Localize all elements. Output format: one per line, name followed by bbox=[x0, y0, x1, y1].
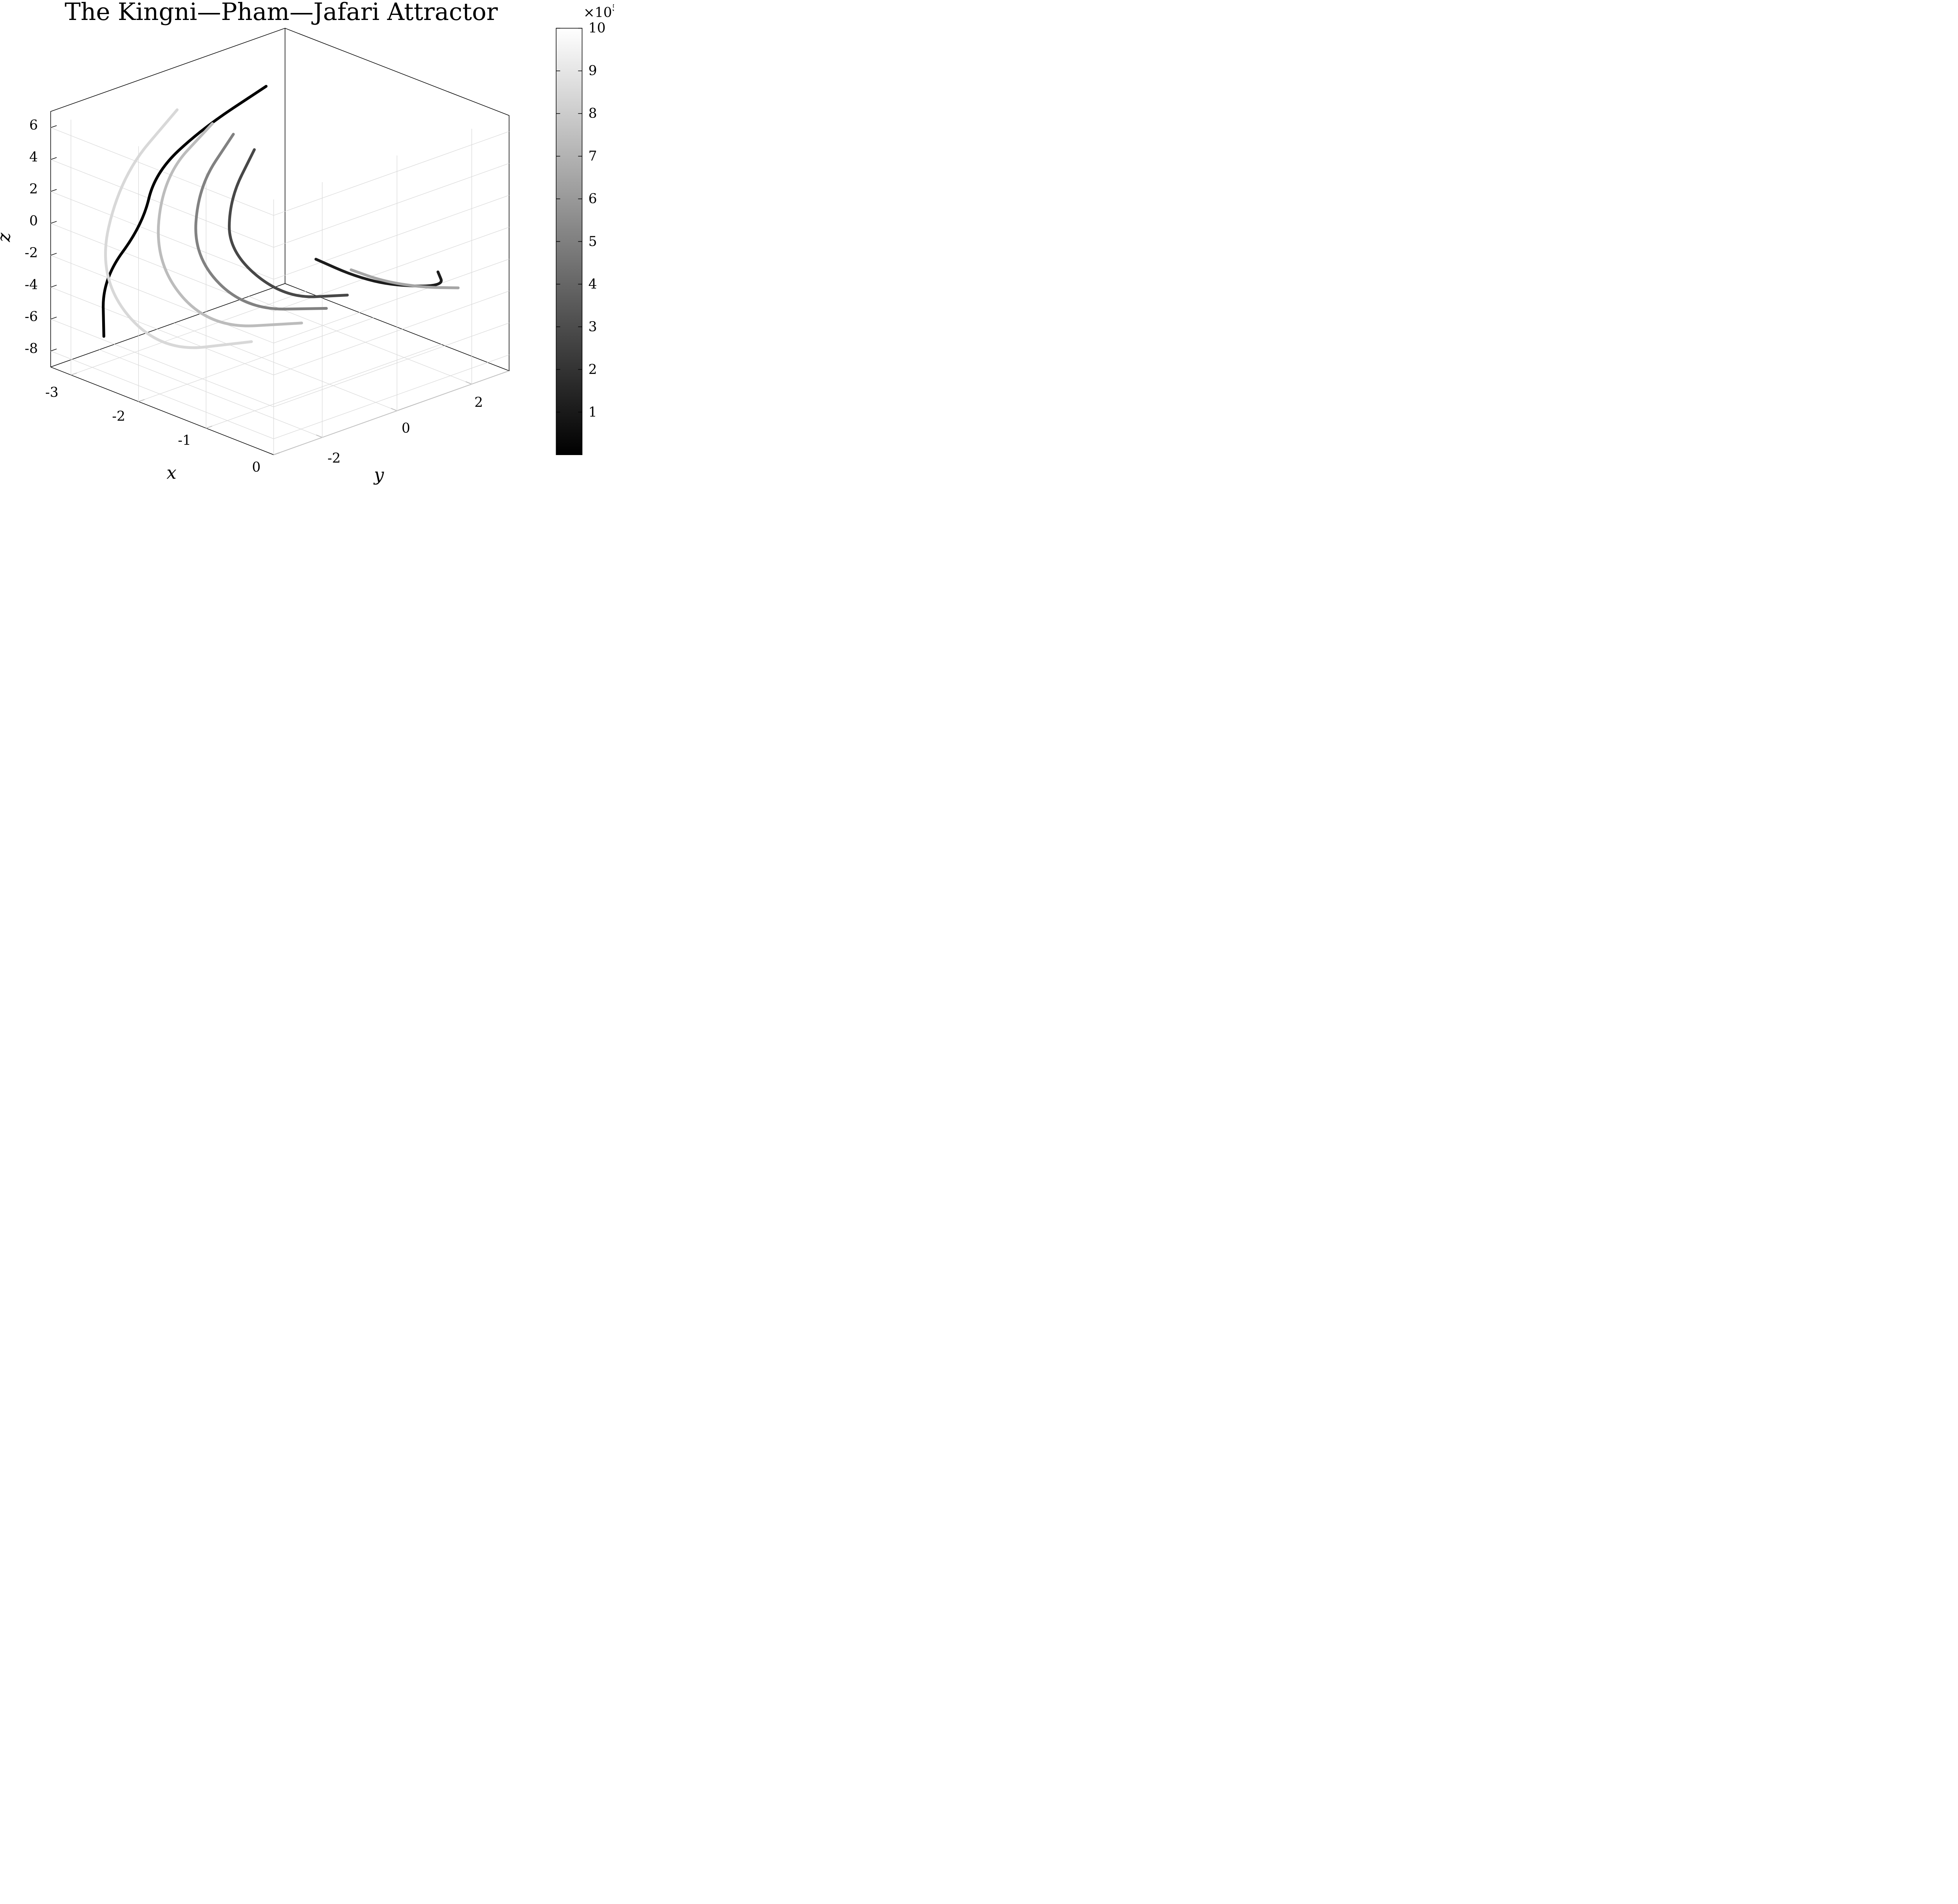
z-tick-label: 0 bbox=[29, 213, 38, 229]
grid-lines bbox=[51, 119, 509, 455]
trajectory-segment bbox=[104, 108, 253, 349]
z-grid-line bbox=[273, 322, 509, 407]
colorbar-tick-label: 6 bbox=[588, 191, 597, 207]
z-tick-mark bbox=[51, 157, 57, 160]
z-tick-label: 2 bbox=[29, 181, 38, 197]
z-tick-label: 6 bbox=[29, 117, 38, 133]
z-tick-mark bbox=[51, 316, 57, 320]
z-ticks: 6 4 2 0 -2 -4 -6 -8 bbox=[25, 117, 38, 356]
z-grid-line bbox=[51, 319, 274, 407]
x-grid-line bbox=[138, 317, 374, 402]
z-grid-line bbox=[273, 227, 509, 312]
y-tick-label: 2 bbox=[474, 395, 483, 410]
y-grid-line bbox=[174, 323, 397, 411]
colorbar-tick-label: 4 bbox=[588, 276, 597, 292]
z-axis-label: z bbox=[0, 233, 14, 242]
z-tick-label: -6 bbox=[25, 309, 38, 325]
y-axis-label: y bbox=[373, 464, 384, 485]
y-tick-label: -2 bbox=[327, 451, 341, 466]
z-tick-mark bbox=[51, 253, 57, 256]
trajectory-segment bbox=[194, 133, 328, 311]
colorbar-ticks bbox=[556, 28, 582, 413]
y-grid-line bbox=[248, 296, 472, 385]
figure: The Kingni—Pham—Jafari Attractor 6 4 2 0… bbox=[0, 0, 618, 485]
colorbar-tick-label: 8 bbox=[588, 106, 597, 121]
z-tick-label: -2 bbox=[25, 245, 38, 261]
z-tick-label: -8 bbox=[25, 341, 38, 356]
trajectory bbox=[102, 85, 460, 349]
y-tick-label: 0 bbox=[401, 421, 410, 436]
x-axis-label: x bbox=[166, 462, 176, 483]
z-grid-line bbox=[51, 191, 274, 280]
z-tick-mark bbox=[51, 285, 57, 288]
z-grid-line bbox=[273, 163, 509, 248]
z-grid-line bbox=[51, 287, 274, 376]
colorbar-exponent-base: ×10 bbox=[583, 5, 612, 20]
x-tick-label: 0 bbox=[252, 460, 260, 475]
z-tick-mark bbox=[51, 221, 57, 224]
colorbar-tick-label: 1 bbox=[588, 405, 597, 420]
z-grid-line bbox=[273, 259, 509, 343]
z-grid-line bbox=[273, 354, 509, 439]
x-grid-line bbox=[206, 344, 442, 428]
colorbar-tick-label: 2 bbox=[588, 362, 597, 378]
z-grid-line bbox=[273, 195, 509, 280]
y-grid-line bbox=[99, 349, 323, 438]
colorbar-tick-label: 5 bbox=[588, 234, 597, 249]
colorbar-tick-label: 10 bbox=[588, 20, 605, 36]
z-grid-line bbox=[273, 291, 509, 376]
x-ticks: -3 -2 -1 0 bbox=[45, 385, 261, 475]
z-tick-label: -4 bbox=[25, 277, 38, 293]
trajectory-segment bbox=[228, 148, 349, 298]
colorbar-tick-labels: 1 2 3 4 5 6 7 8 9 10 bbox=[588, 20, 605, 420]
z-grid-line bbox=[273, 131, 509, 216]
trajectory-segment bbox=[157, 122, 303, 327]
colorbar-gradient bbox=[556, 28, 583, 455]
x-grid-line bbox=[273, 370, 509, 455]
axes-box bbox=[50, 27, 510, 455]
z-tick-mark bbox=[51, 189, 57, 192]
colorbar: 1 2 3 4 5 6 7 8 9 10 ×105 bbox=[556, 3, 618, 455]
box-right-wall bbox=[285, 28, 509, 371]
trajectory-segment bbox=[314, 258, 443, 287]
chart-svg: The Kingni—Pham—Jafari Attractor 6 4 2 0… bbox=[0, 0, 618, 485]
trajectory-segment bbox=[350, 268, 460, 289]
box-left-wall bbox=[50, 27, 285, 367]
colorbar-exponent: ×105 bbox=[583, 3, 614, 20]
trajectory-segment bbox=[102, 85, 268, 338]
x-grid-line bbox=[70, 291, 307, 376]
z-tick-label: 4 bbox=[29, 150, 38, 165]
x-tick-label: -3 bbox=[45, 385, 59, 401]
x-tick-label: -2 bbox=[112, 409, 125, 425]
colorbar-tick-label: 3 bbox=[588, 319, 597, 335]
z-tick-mark bbox=[51, 125, 57, 128]
chart-title: The Kingni—Pham—Jafari Attractor bbox=[65, 0, 498, 26]
colorbar-exponent-power: 5 bbox=[612, 3, 614, 13]
z-grid-line bbox=[51, 350, 274, 439]
z-grid-line bbox=[51, 255, 274, 343]
colorbar-tick-label: 9 bbox=[588, 63, 597, 79]
y-ticks: -2 0 2 bbox=[327, 395, 483, 466]
x-tick-label: -1 bbox=[178, 433, 191, 448]
colorbar-tick-label: 7 bbox=[588, 148, 597, 164]
z-tick-mark bbox=[51, 349, 57, 352]
